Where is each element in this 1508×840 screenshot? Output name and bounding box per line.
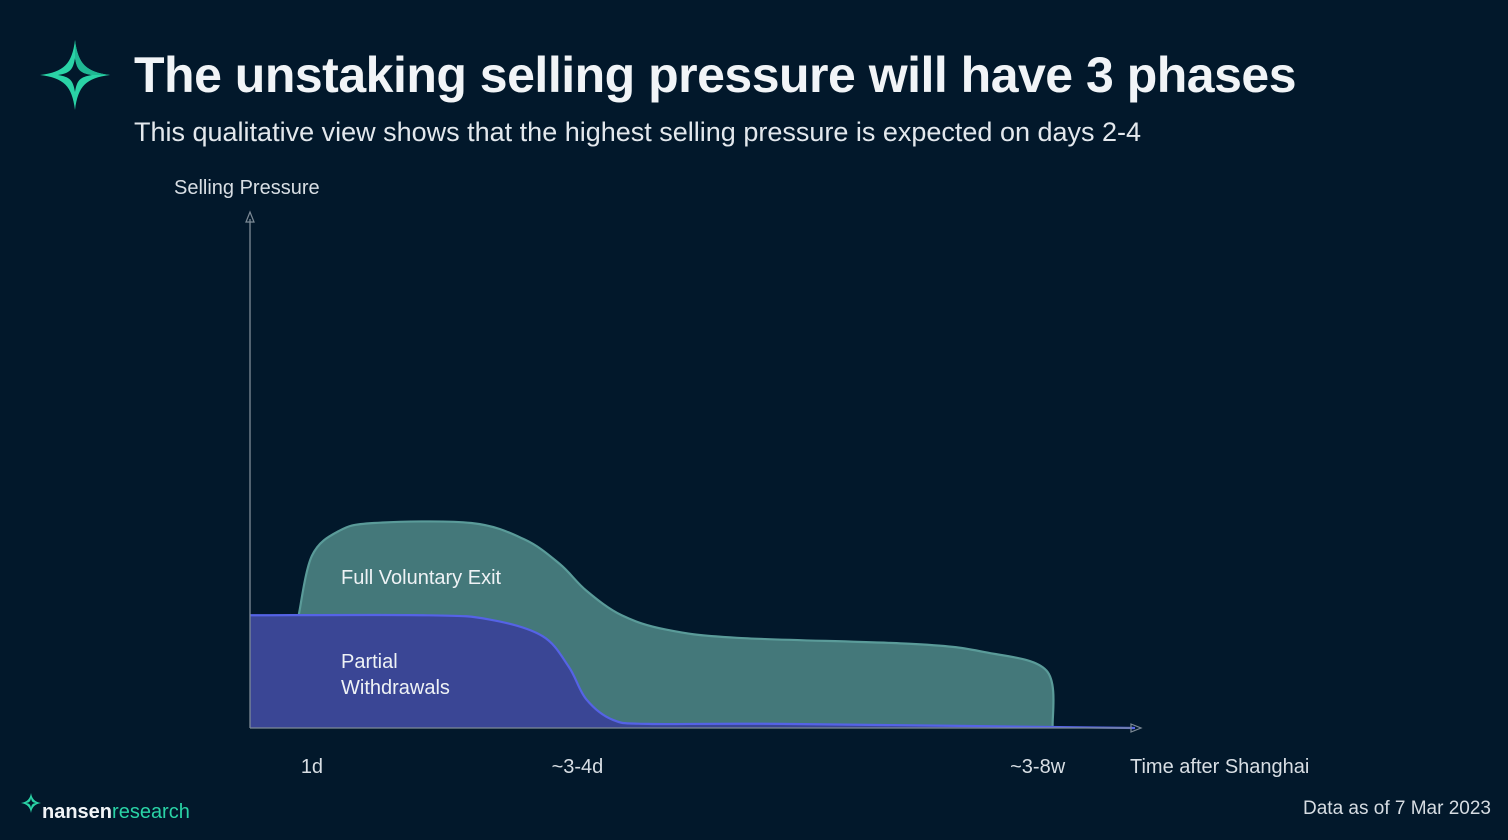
full-exit-line	[297, 520, 1055, 729]
brand-suffix: research	[112, 801, 190, 823]
nansen-small-logo-icon	[21, 793, 41, 813]
page-subtitle: This qualitative view shows that the hig…	[134, 117, 1142, 147]
brand-name: nansen	[42, 801, 113, 823]
full-exit-label: Full Voluntary Exit	[341, 567, 502, 589]
nansen-logo-icon	[40, 40, 110, 110]
partial-withdrawals-area	[250, 614, 1135, 728]
partial-withdrawals-line	[249, 613, 1136, 730]
y-axis-arrow-icon	[245, 210, 255, 223]
x-tick-label: ~3-4d	[552, 756, 604, 778]
brand-footer: nansen research	[20, 790, 190, 822]
partial-withdrawals-label: Partial Withdrawals	[341, 651, 450, 699]
page-title: The unstaking selling pressure will have…	[134, 47, 1297, 103]
y-axis-label: Selling Pressure	[174, 177, 320, 199]
x-tick-label: ~3-8w	[1010, 756, 1066, 778]
x-tick-label: 1d	[301, 756, 323, 778]
x-axis-label: Time after Shanghai	[1130, 756, 1309, 778]
x-axis-arrow-icon	[1130, 723, 1143, 733]
data-date-note: Data as of 7 Mar 2023	[1303, 798, 1491, 819]
